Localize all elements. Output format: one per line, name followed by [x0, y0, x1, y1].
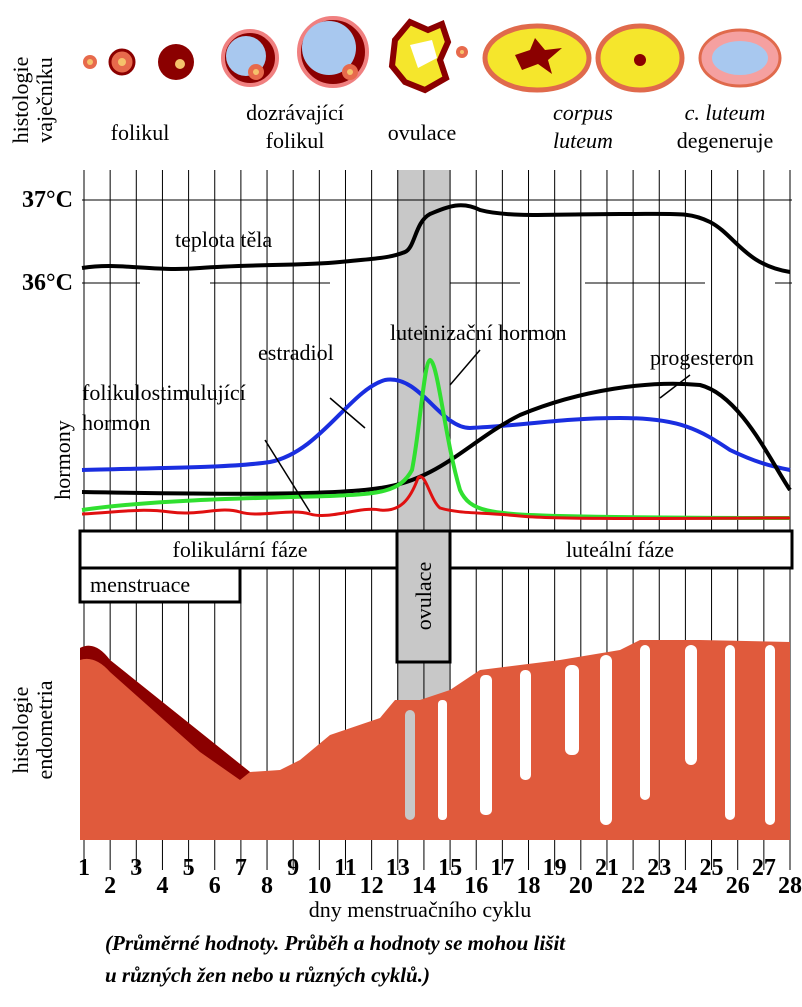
- ovary-icons: [83, 18, 780, 90]
- stage-label: degeneruje: [677, 128, 774, 153]
- stage-label: corpus: [553, 100, 613, 125]
- day-label: 5: [183, 855, 195, 881]
- day-label: 26: [726, 873, 750, 899]
- day-label: 4: [156, 873, 168, 899]
- stage-label: folikul: [266, 128, 325, 153]
- temp-high: 37°C: [22, 187, 73, 213]
- ovulation-label: ovulace: [411, 562, 436, 630]
- endometrium-side-label: histologie: [8, 687, 33, 774]
- day-label: 16: [464, 873, 488, 899]
- menstruation-label: menstruace: [90, 572, 190, 597]
- day-label: 11: [334, 855, 357, 881]
- day-label: 7: [235, 855, 247, 881]
- day-label: 25: [700, 855, 724, 881]
- day-label: 12: [360, 873, 384, 899]
- progesterone-label: progesteron: [650, 345, 754, 370]
- fsh-label: hormon: [82, 410, 150, 435]
- day-label: 3: [130, 855, 142, 881]
- estradiol-label: estradiol: [258, 340, 334, 365]
- lh-label: luteinizační hormon: [390, 320, 567, 345]
- stage-label: ovulace: [388, 120, 456, 145]
- day-label: 23: [647, 855, 671, 881]
- endometrium-side-label: endometria: [32, 680, 57, 779]
- day-label: 15: [438, 855, 462, 881]
- temp-label: teplota těla: [175, 227, 272, 252]
- day-label: 19: [543, 855, 567, 881]
- ovary-side-label: histologie: [8, 57, 33, 144]
- day-label: 22: [621, 873, 645, 899]
- day-label: 14: [412, 873, 436, 899]
- day-label: 20: [569, 873, 593, 899]
- day-label: 13: [386, 855, 410, 881]
- day-label: 28: [778, 873, 802, 899]
- ovary-side-label: vaječníku: [32, 57, 57, 143]
- day-label: 17: [490, 855, 514, 881]
- stage-label: luteum: [553, 128, 613, 153]
- x-axis-title: dny menstruačního cyklu: [309, 897, 531, 922]
- stage-label: folikul: [111, 120, 170, 145]
- day-label: 21: [595, 855, 619, 881]
- note: u různých žen nebo u různých cyklů.): [105, 963, 430, 987]
- day-label: 2: [104, 873, 116, 899]
- fsh-label: folikulostimulující: [82, 380, 246, 405]
- day-label: 9: [287, 855, 299, 881]
- hormones-side-label: hormony: [50, 420, 75, 499]
- temp-low: 36°C: [22, 270, 73, 296]
- day-label: 24: [673, 873, 697, 899]
- luteal-label: luteální fáze: [566, 537, 674, 562]
- day-label: 10: [307, 873, 331, 899]
- note: (Průměrné hodnoty. Průběh a hodnoty se m…: [105, 931, 566, 955]
- day-labels: 1234567891011121314151617181920212223242…: [78, 855, 802, 899]
- day-label: 8: [261, 873, 273, 899]
- stage-label: dozrávající: [246, 100, 344, 125]
- diagram: histologie vaječníku hormony histologie …: [0, 0, 802, 1007]
- stage-label: c. luteum: [685, 100, 766, 125]
- follicular-label: folikulární fáze: [173, 537, 308, 562]
- day-label: 27: [752, 855, 776, 881]
- day-label: 6: [209, 873, 221, 899]
- day-label: 18: [517, 873, 541, 899]
- day-label: 1: [78, 855, 90, 881]
